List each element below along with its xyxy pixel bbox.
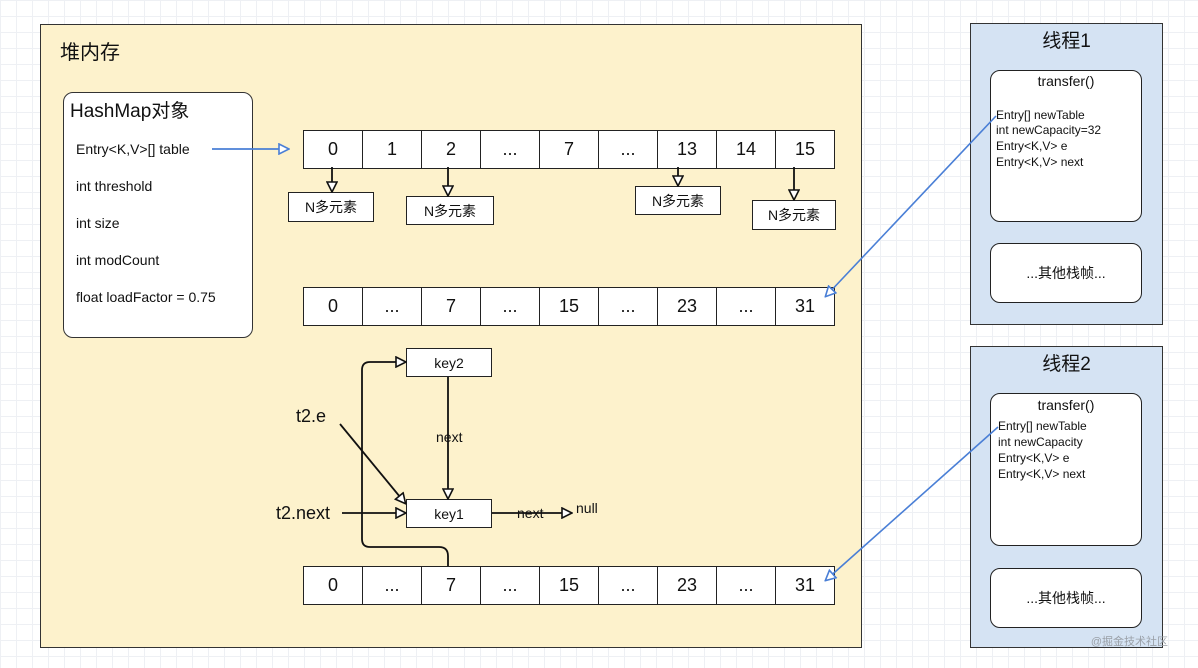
old-table-cell: 1	[362, 130, 422, 169]
field-threshold: int threshold	[76, 178, 153, 194]
thread1-var-e: Entry<K,V> e	[996, 139, 1068, 153]
old-table-cell: ...	[598, 130, 658, 169]
thread1-frame-title: transfer()	[1037, 73, 1095, 89]
new-table1-cell: 7	[421, 287, 481, 326]
thread2-other-frames: ...其他栈帧...	[990, 568, 1142, 628]
thread1-transfer-frame	[990, 70, 1142, 222]
new-table2-cell: 31	[775, 566, 835, 605]
thread1-var-newtable: Entry[] newTable	[996, 108, 1085, 122]
field-size: int size	[76, 215, 120, 231]
thread2-var-e: Entry<K,V> e	[998, 451, 1070, 465]
new-table1-cell: ...	[598, 287, 658, 326]
field-modcount: int modCount	[76, 252, 160, 268]
new-table1-cell: 23	[657, 287, 717, 326]
heap-title: 堆内存	[60, 42, 120, 64]
new-table-thread2: 0 ... 7 ... 15 ... 23 ... 31	[303, 566, 835, 605]
new-table1-cell: 0	[303, 287, 363, 326]
new-table-thread1: 0 ... 7 ... 15 ... 23 ... 31	[303, 287, 835, 326]
thread2-title: 线程2	[1042, 354, 1091, 375]
old-table-array: 0 1 2 ... 7 ... 13 14 15	[303, 130, 835, 169]
new-table2-cell: ...	[598, 566, 658, 605]
pointer-t2-e: t2.e	[296, 406, 327, 426]
thread2-frame-title: transfer()	[1037, 397, 1095, 413]
thread2-newtable-ref	[826, 426, 999, 580]
thread2-var-newtable: Entry[] newTable	[998, 419, 1087, 433]
old-table-cell: 2	[421, 130, 481, 169]
next-label-key2: next	[434, 429, 465, 445]
thread1-newtable-ref	[826, 115, 997, 296]
watermark: @掘金技术社区	[1090, 636, 1168, 648]
field-table: Entry<K,V>[] table	[76, 141, 190, 157]
thread1-var-newcapacity: int newCapacity=32	[996, 123, 1102, 137]
new-table1-cell: 15	[539, 287, 599, 326]
thread1-var-next: Entry<K,V> next	[996, 155, 1084, 169]
thread2-var-next: Entry<K,V> next	[998, 467, 1086, 481]
bucket-box-15: N多元素	[752, 200, 836, 230]
new-table2-cell: 23	[657, 566, 717, 605]
old-table-cell: 0	[303, 130, 363, 169]
t2-e-arrow	[339, 423, 405, 503]
hashmap-title: HashMap对象	[70, 101, 190, 122]
null-label: null	[576, 500, 598, 516]
thread1-title: 线程1	[1042, 31, 1091, 52]
old-table-cell: 13	[657, 130, 717, 169]
new-table1-cell: ...	[362, 287, 422, 326]
thread1-other-frames: ...其他栈帧...	[990, 243, 1142, 303]
field-loadfactor: float loadFactor = 0.75	[76, 289, 216, 305]
thread2-var-newcapacity: int newCapacity	[998, 435, 1083, 449]
table2-slot7-to-key2	[361, 362, 449, 566]
old-table-cell: 14	[716, 130, 776, 169]
pointer-t2-next: t2.next	[276, 503, 331, 523]
new-table1-cell: ...	[716, 287, 776, 326]
hashmap-object	[63, 92, 253, 338]
thread2-transfer-frame	[990, 393, 1142, 546]
old-table-cell: 7	[539, 130, 599, 169]
entry-key2: key2	[406, 348, 492, 377]
new-table2-cell: ...	[716, 566, 776, 605]
old-table-cell: 15	[775, 130, 835, 169]
